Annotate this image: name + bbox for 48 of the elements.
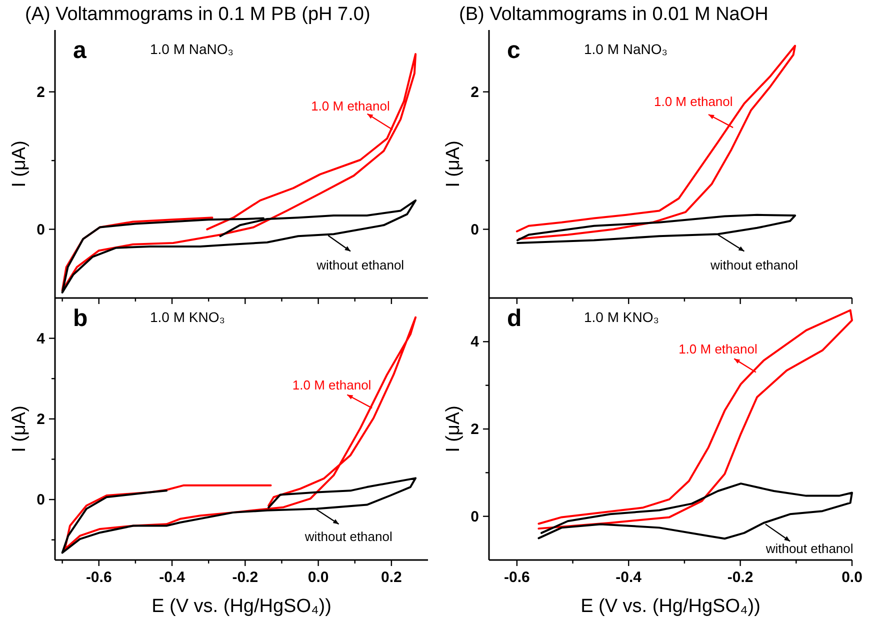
x-tick-label: 0.0 — [842, 569, 862, 586]
y-tick-label: 2 — [470, 421, 479, 438]
annotation: 1.0 M NaNO₃ — [584, 41, 668, 57]
y-tick-label: 0 — [36, 221, 45, 238]
series-label: 1.0 M ethanol — [311, 98, 390, 114]
annotation: 1.0 M KNO₃ — [150, 309, 225, 325]
legend-label: without ethanol — [710, 257, 798, 272]
y-axis-title: I (μA) — [9, 140, 30, 188]
line-series — [538, 482, 853, 540]
series-label: 1.0 M ethanol — [654, 94, 733, 109]
y-tick-label: 0 — [470, 221, 479, 238]
x-tick-label: -0.4 — [616, 569, 642, 586]
x-axis-title: E (V vs. (Hg/HgSO₄)) — [580, 596, 760, 617]
annotation: c — [507, 37, 520, 64]
y-tick-label: 2 — [36, 84, 45, 101]
chart-title: (A) Voltammograms in 0.1 M PB (pH 7.0) — [25, 4, 370, 25]
y-tick-label: 0 — [470, 508, 479, 526]
x-tick-label: -0.2 — [727, 569, 754, 586]
x-tick-label: -0.2 — [232, 569, 258, 586]
line-series — [516, 214, 796, 244]
y-tick-label: 2 — [36, 410, 45, 428]
annotation: d — [507, 305, 522, 332]
series-label: 1.0 M ethanol — [678, 342, 758, 357]
line-series — [61, 199, 417, 294]
legend-label: without ethanol — [316, 257, 404, 272]
annotation: 1.0 M NaNO₃ — [150, 41, 234, 57]
x-tick-label: -0.6 — [504, 569, 530, 586]
y-tick-label: 4 — [470, 334, 480, 351]
x-tick-label: -0.4 — [159, 569, 186, 586]
y-axis-title: I (μA) — [443, 406, 464, 452]
legend-label: without ethanol — [304, 528, 392, 544]
line-series — [61, 477, 417, 554]
annotation: b — [73, 305, 88, 332]
x-axis-title: E (V vs. (Hg/HgSO₄)) — [152, 596, 332, 617]
x-tick-label: 0.0 — [308, 569, 329, 586]
y-axis-title: I (μA) — [443, 140, 464, 188]
y-axis-title: I (μA) — [9, 406, 30, 452]
legend-label: without ethanol — [764, 540, 854, 556]
line-series — [538, 309, 853, 530]
x-tick-label: 0.2 — [381, 569, 402, 586]
chart-title: (B) Voltammograms in 0.01 M NaOH — [459, 4, 768, 25]
x-tick-label: -0.6 — [86, 569, 112, 586]
y-tick-label: 0 — [36, 492, 45, 509]
y-tick-label: 2 — [470, 84, 479, 101]
series-label: 1.0 M ethanol — [292, 378, 372, 393]
annotation: a — [73, 37, 87, 64]
y-tick-label: 4 — [36, 330, 46, 348]
annotation: 1.0 M KNO₃ — [584, 309, 659, 325]
